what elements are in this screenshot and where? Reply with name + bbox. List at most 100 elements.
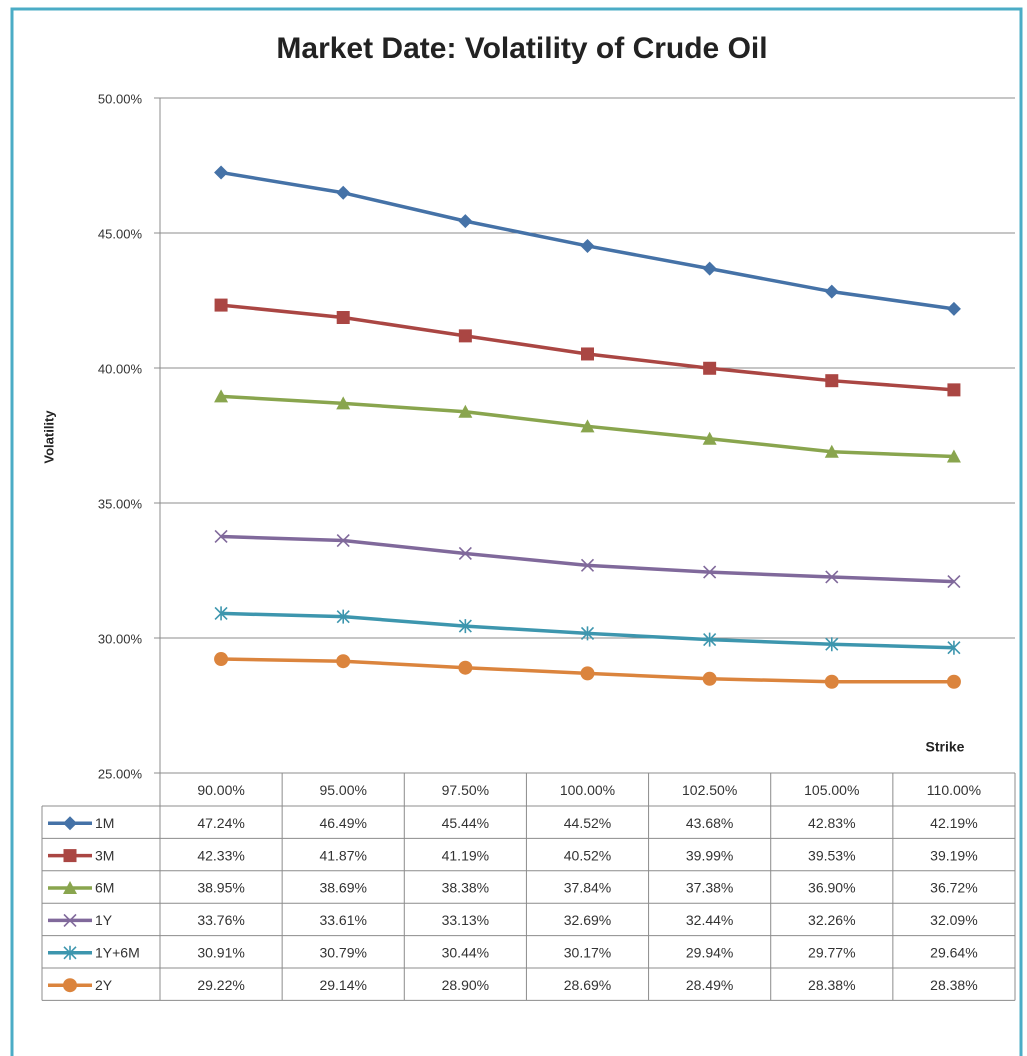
marker [580, 238, 595, 253]
marker [63, 913, 77, 927]
marker [825, 637, 839, 652]
marker [580, 558, 595, 572]
x-tick-label: 90.00% [197, 782, 244, 798]
table-value: 28.69% [564, 977, 611, 993]
table-value: 33.13% [442, 912, 489, 928]
marker [336, 311, 350, 325]
marker [947, 575, 961, 589]
marker [580, 626, 595, 641]
marker [214, 389, 229, 403]
table-value: 28.90% [442, 977, 489, 993]
marker [581, 347, 594, 361]
marker [703, 565, 717, 579]
marker [458, 660, 473, 675]
table-value: 41.19% [442, 847, 489, 863]
marker [702, 261, 717, 276]
table-value: 32.44% [686, 912, 733, 928]
marker [824, 674, 839, 689]
table-value: 38.95% [197, 880, 244, 896]
marker [580, 666, 595, 681]
chart-border [10, 7, 1023, 1056]
marker [214, 606, 228, 621]
table-value: 39.53% [808, 847, 855, 863]
marker [214, 298, 228, 312]
legend-label: 2Y [95, 977, 113, 993]
table-value: 29.64% [930, 945, 977, 961]
table-value: 43.68% [686, 815, 733, 831]
y-tick-label: 40.00% [98, 361, 143, 376]
marker [825, 570, 839, 584]
marker [458, 329, 472, 343]
marker [947, 383, 961, 397]
marker [458, 546, 472, 561]
marker [947, 640, 961, 655]
table-value: 42.83% [808, 815, 855, 831]
y-tick-label: 50.00% [98, 91, 143, 106]
marker [458, 619, 472, 634]
y-tick-label: 25.00% [98, 766, 143, 781]
y-tick-label: 45.00% [98, 226, 143, 241]
table-value: 30.17% [564, 945, 611, 961]
marker [946, 674, 961, 689]
table-value: 36.90% [808, 880, 855, 896]
table-value: 29.94% [686, 945, 733, 961]
table-value: 29.22% [197, 977, 244, 993]
table-value: 33.61% [319, 912, 366, 928]
marker [946, 301, 961, 316]
table-value: 37.38% [686, 880, 733, 896]
marker [458, 404, 473, 418]
table-value: 42.33% [197, 847, 244, 863]
marker [824, 444, 839, 458]
y-tick-label: 30.00% [98, 631, 143, 646]
marker [63, 945, 77, 960]
x-tick-label: 102.50% [682, 782, 737, 798]
marker [702, 431, 717, 445]
marker [336, 185, 351, 200]
y-axis-label: Volatility [41, 410, 56, 464]
table-value: 42.19% [930, 815, 977, 831]
legend-label: 1M [95, 815, 114, 831]
table-value: 30.44% [442, 945, 489, 961]
table-value: 29.77% [808, 945, 855, 961]
legend-label: 6M [95, 880, 114, 896]
x-tick-label: 100.00% [560, 782, 615, 798]
x-tick-label: 95.00% [319, 782, 366, 798]
table-value: 30.79% [319, 945, 366, 961]
marker [336, 609, 350, 624]
marker [336, 533, 350, 548]
table-value: 45.44% [442, 815, 489, 831]
marker [702, 671, 717, 686]
marker [824, 284, 839, 299]
x-tick-label: 97.50% [442, 782, 489, 798]
legend-label: 3M [95, 847, 114, 863]
table-value: 44.52% [564, 815, 611, 831]
table-value: 28.49% [686, 977, 733, 993]
table-value: 47.24% [197, 815, 244, 831]
table-value: 32.69% [564, 912, 611, 928]
marker [63, 816, 77, 831]
table-value: 28.38% [930, 977, 977, 993]
marker [63, 881, 77, 894]
table-value: 38.38% [442, 880, 489, 896]
table-value: 41.87% [319, 847, 366, 863]
table-value: 46.49% [319, 815, 366, 831]
marker [214, 165, 229, 180]
table-value: 29.14% [319, 977, 366, 993]
table-value: 38.69% [319, 880, 366, 896]
x-axis-label: Strike [926, 739, 965, 755]
marker [703, 632, 717, 647]
table-value: 39.19% [930, 847, 977, 863]
marker [336, 396, 351, 410]
table-value: 28.38% [808, 977, 855, 993]
marker [703, 361, 717, 375]
legend-label: 1Y+6M [95, 945, 140, 961]
marker [214, 529, 228, 544]
table-value: 36.72% [930, 880, 977, 896]
marker [825, 374, 839, 388]
table-value: 30.91% [197, 945, 244, 961]
x-tick-label: 105.00% [804, 782, 859, 798]
x-tick-label: 110.00% [927, 782, 981, 798]
marker [214, 652, 229, 667]
